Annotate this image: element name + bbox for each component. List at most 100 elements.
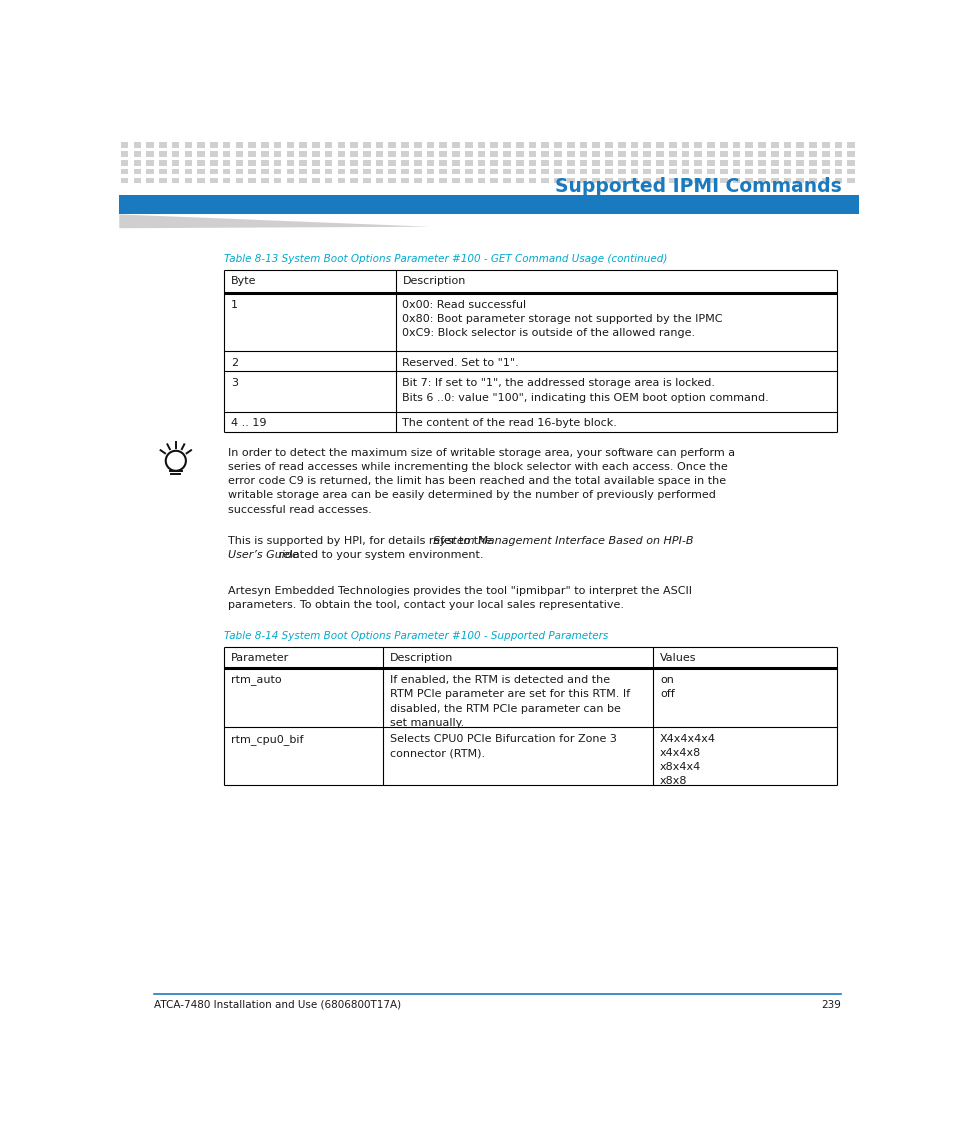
Bar: [630, 151, 638, 157]
Bar: [592, 168, 599, 174]
Bar: [337, 142, 345, 148]
Bar: [808, 168, 816, 174]
Text: This is supported by HPI, for details refer to the: This is supported by HPI, for details re…: [228, 536, 495, 546]
Bar: [618, 177, 625, 183]
Bar: [630, 142, 638, 148]
Text: 1: 1: [231, 300, 237, 310]
Text: The content of the read 16-byte block.: The content of the read 16-byte block.: [402, 418, 617, 428]
Bar: [744, 151, 752, 157]
Bar: [324, 177, 332, 183]
Bar: [592, 151, 599, 157]
Bar: [274, 160, 281, 166]
Bar: [312, 151, 319, 157]
Bar: [554, 142, 561, 148]
Bar: [592, 177, 599, 183]
Bar: [184, 142, 192, 148]
Text: 2: 2: [231, 357, 237, 368]
Text: Artesyn Embedded Technologies provides the tool "ipmibpar" to interpret the ASCI: Artesyn Embedded Technologies provides t…: [228, 586, 691, 595]
Bar: [821, 160, 829, 166]
Bar: [388, 151, 395, 157]
Bar: [184, 160, 192, 166]
Bar: [197, 142, 205, 148]
Bar: [439, 160, 447, 166]
Bar: [770, 177, 778, 183]
Bar: [516, 142, 523, 148]
Bar: [235, 177, 243, 183]
Bar: [541, 177, 549, 183]
Bar: [720, 142, 727, 148]
Bar: [808, 177, 816, 183]
Bar: [604, 160, 612, 166]
Bar: [744, 142, 752, 148]
Bar: [363, 168, 371, 174]
Text: off: off: [659, 689, 674, 700]
Bar: [172, 160, 179, 166]
Bar: [642, 142, 650, 148]
Bar: [516, 177, 523, 183]
Bar: [808, 160, 816, 166]
Bar: [133, 177, 141, 183]
Text: In order to detect the maximum size of writable storage area, your software can : In order to detect the maximum size of w…: [228, 448, 734, 458]
Bar: [299, 142, 307, 148]
Bar: [248, 168, 255, 174]
Text: parameters. To obtain the tool, contact your local sales representative.: parameters. To obtain the tool, contact …: [228, 600, 623, 610]
Bar: [235, 151, 243, 157]
Bar: [261, 142, 269, 148]
Bar: [286, 168, 294, 174]
Bar: [159, 151, 167, 157]
Text: 0xC9: Block selector is outside of the allowed range.: 0xC9: Block selector is outside of the a…: [402, 329, 695, 339]
Text: System Management Interface Based on HPI-B: System Management Interface Based on HPI…: [433, 536, 693, 546]
Bar: [846, 151, 854, 157]
Bar: [579, 168, 587, 174]
Text: Bits 6 ..0: value "100", indicating this OEM boot option command.: Bits 6 ..0: value "100", indicating this…: [402, 393, 768, 403]
Bar: [388, 177, 395, 183]
Bar: [630, 168, 638, 174]
Bar: [464, 142, 472, 148]
Bar: [720, 177, 727, 183]
Text: x8x8: x8x8: [659, 776, 687, 787]
Bar: [426, 160, 434, 166]
Bar: [782, 168, 790, 174]
Bar: [490, 168, 497, 174]
Bar: [566, 142, 574, 148]
Bar: [744, 160, 752, 166]
Bar: [324, 142, 332, 148]
Bar: [502, 168, 511, 174]
Bar: [796, 142, 803, 148]
Bar: [119, 195, 858, 214]
Bar: [223, 160, 231, 166]
Bar: [694, 151, 701, 157]
Bar: [834, 177, 841, 183]
Bar: [299, 177, 307, 183]
Bar: [350, 142, 357, 148]
Bar: [197, 168, 205, 174]
Bar: [579, 177, 587, 183]
Bar: [796, 177, 803, 183]
Bar: [706, 168, 714, 174]
Text: Table 8-13 System Boot Options Parameter #100 - GET Command Usage (continued): Table 8-13 System Boot Options Parameter…: [224, 254, 666, 264]
Bar: [363, 151, 371, 157]
Bar: [770, 151, 778, 157]
Bar: [133, 168, 141, 174]
Bar: [299, 160, 307, 166]
Bar: [439, 151, 447, 157]
Bar: [312, 177, 319, 183]
Bar: [618, 142, 625, 148]
Bar: [414, 160, 421, 166]
Bar: [668, 168, 676, 174]
Bar: [375, 151, 383, 157]
Bar: [452, 142, 459, 148]
Bar: [528, 177, 536, 183]
Bar: [706, 177, 714, 183]
Bar: [732, 151, 740, 157]
Bar: [477, 177, 485, 183]
Text: x4x4x8: x4x4x8: [659, 748, 700, 758]
Bar: [414, 168, 421, 174]
Bar: [210, 142, 217, 148]
Bar: [706, 142, 714, 148]
Bar: [146, 142, 153, 148]
Bar: [604, 168, 612, 174]
Bar: [758, 168, 765, 174]
Bar: [668, 177, 676, 183]
Bar: [350, 151, 357, 157]
